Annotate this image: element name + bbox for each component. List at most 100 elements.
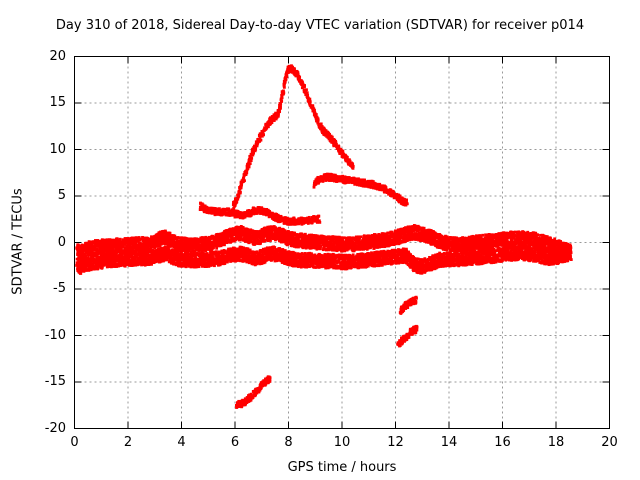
data-point bbox=[491, 246, 495, 250]
data-point bbox=[90, 242, 94, 246]
data-point bbox=[281, 230, 285, 234]
data-point bbox=[400, 240, 404, 244]
data-point bbox=[317, 243, 320, 247]
data-point bbox=[81, 262, 85, 266]
data-point bbox=[337, 235, 341, 239]
data-point bbox=[303, 232, 307, 236]
data-point bbox=[227, 240, 231, 244]
data-point bbox=[438, 233, 442, 237]
data-point bbox=[496, 244, 500, 248]
data-point bbox=[218, 241, 221, 245]
data-point bbox=[437, 235, 440, 239]
data-point bbox=[258, 242, 262, 246]
data-point bbox=[412, 229, 416, 232]
data-point bbox=[199, 245, 203, 249]
data-point bbox=[475, 244, 479, 248]
data-point bbox=[457, 242, 461, 246]
data-point bbox=[166, 234, 169, 238]
data-point bbox=[98, 258, 102, 262]
data-point bbox=[394, 229, 397, 233]
data-point bbox=[340, 237, 344, 240]
data-point bbox=[381, 239, 385, 243]
data-point bbox=[85, 246, 89, 250]
data-point bbox=[165, 236, 169, 240]
data-point bbox=[414, 226, 417, 230]
data-point bbox=[374, 235, 378, 239]
data-point bbox=[319, 244, 323, 248]
data-point bbox=[325, 241, 328, 245]
data-point bbox=[137, 236, 141, 239]
data-point bbox=[380, 245, 384, 249]
data-point bbox=[506, 236, 510, 240]
data-point bbox=[421, 238, 425, 241]
data-point bbox=[91, 249, 95, 252]
data-point bbox=[200, 236, 204, 239]
data-point bbox=[554, 242, 558, 245]
data-point bbox=[328, 247, 331, 251]
data-point bbox=[526, 237, 530, 240]
data-point bbox=[300, 232, 304, 236]
data-point bbox=[470, 237, 474, 241]
data-point bbox=[207, 247, 210, 251]
data-point bbox=[399, 236, 403, 240]
data-point bbox=[401, 239, 405, 243]
data-point bbox=[94, 262, 98, 265]
data-point bbox=[246, 228, 250, 232]
data-point bbox=[527, 244, 530, 247]
data-point bbox=[228, 228, 232, 232]
data-point bbox=[249, 239, 252, 243]
data-point bbox=[91, 252, 95, 255]
data-point bbox=[410, 237, 414, 241]
data-point bbox=[205, 246, 208, 250]
data-point bbox=[536, 233, 540, 237]
data-point bbox=[263, 226, 267, 230]
data-point bbox=[294, 245, 298, 249]
data-point bbox=[285, 233, 289, 236]
data-point bbox=[289, 235, 293, 239]
data-point bbox=[456, 240, 460, 244]
data-point bbox=[253, 238, 256, 242]
data-point bbox=[391, 235, 395, 239]
data-point bbox=[362, 234, 366, 238]
data-point bbox=[402, 228, 406, 232]
data-point bbox=[568, 243, 572, 247]
data-point bbox=[77, 247, 80, 250]
data-point bbox=[167, 235, 171, 238]
data-point bbox=[94, 259, 97, 263]
data-point bbox=[542, 242, 546, 246]
data-point bbox=[175, 244, 179, 248]
data-point bbox=[500, 237, 504, 241]
data-point bbox=[219, 237, 222, 241]
data-point bbox=[283, 232, 287, 236]
data-point bbox=[157, 239, 161, 243]
data-point bbox=[449, 244, 453, 247]
data-point bbox=[488, 246, 492, 250]
data-point bbox=[423, 235, 426, 238]
data-point bbox=[443, 236, 447, 240]
data-point bbox=[186, 250, 190, 254]
data-point bbox=[169, 234, 173, 237]
data-point bbox=[331, 235, 335, 238]
data-point bbox=[544, 241, 548, 245]
data-point bbox=[406, 238, 409, 242]
data-point bbox=[487, 235, 491, 239]
data-point bbox=[278, 230, 282, 234]
data-point bbox=[512, 236, 516, 240]
data-point bbox=[509, 230, 513, 234]
data-point bbox=[151, 235, 154, 239]
data-point bbox=[175, 242, 179, 246]
data-point bbox=[462, 247, 466, 250]
data-point bbox=[193, 237, 197, 241]
data-point bbox=[538, 244, 541, 248]
data-point bbox=[555, 239, 559, 243]
data-point bbox=[291, 239, 295, 242]
data-point bbox=[303, 242, 307, 245]
data-point bbox=[510, 233, 514, 237]
data-point bbox=[504, 240, 508, 244]
data-point bbox=[218, 244, 222, 248]
data-point bbox=[99, 263, 103, 267]
data-point bbox=[270, 230, 274, 233]
data-point bbox=[525, 240, 529, 244]
data-point bbox=[244, 237, 248, 241]
data-point bbox=[83, 253, 86, 257]
